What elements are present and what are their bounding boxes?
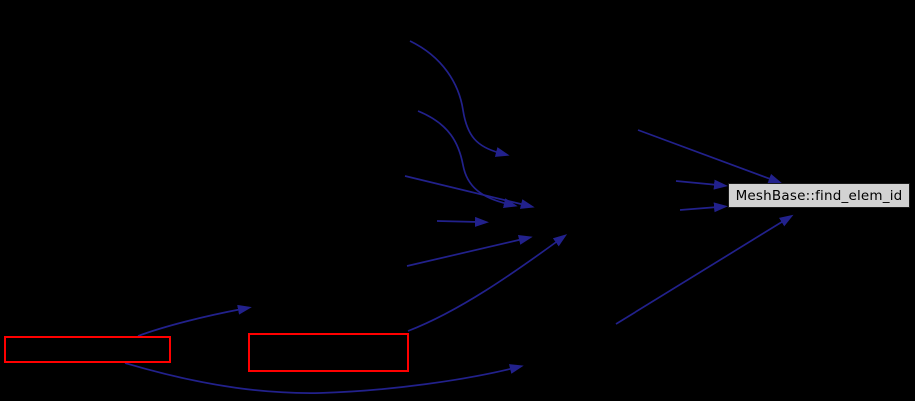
edge-to-graybox-left-1	[675, 179, 728, 190]
node-truncated-left[interactable]	[4, 336, 171, 363]
edge-diag-left-lower	[406, 235, 533, 267]
edge-from-mid-red-box	[407, 234, 568, 332]
edge-left-red-to-node	[137, 304, 252, 337]
node-meshbase-find-elem-id: MeshBase::find_elem_id	[728, 183, 910, 208]
edge-to-graybox-left-2	[679, 202, 728, 213]
edge-to-graybox-top	[637, 129, 783, 184]
edge-to-graybox-bottom	[615, 214, 794, 325]
edge-bottom-long-arc	[124, 362, 524, 394]
edge-short-horizontal	[436, 216, 489, 227]
edge-scurve-top	[409, 40, 510, 157]
node-truncated-middle[interactable]	[248, 333, 409, 372]
edge-scurve-second	[417, 110, 518, 208]
edge-group	[124, 40, 794, 394]
node-meshbase-find-elem-id-label: MeshBase::find_elem_id	[735, 187, 903, 204]
edge-diag-left-upper	[404, 175, 535, 209]
